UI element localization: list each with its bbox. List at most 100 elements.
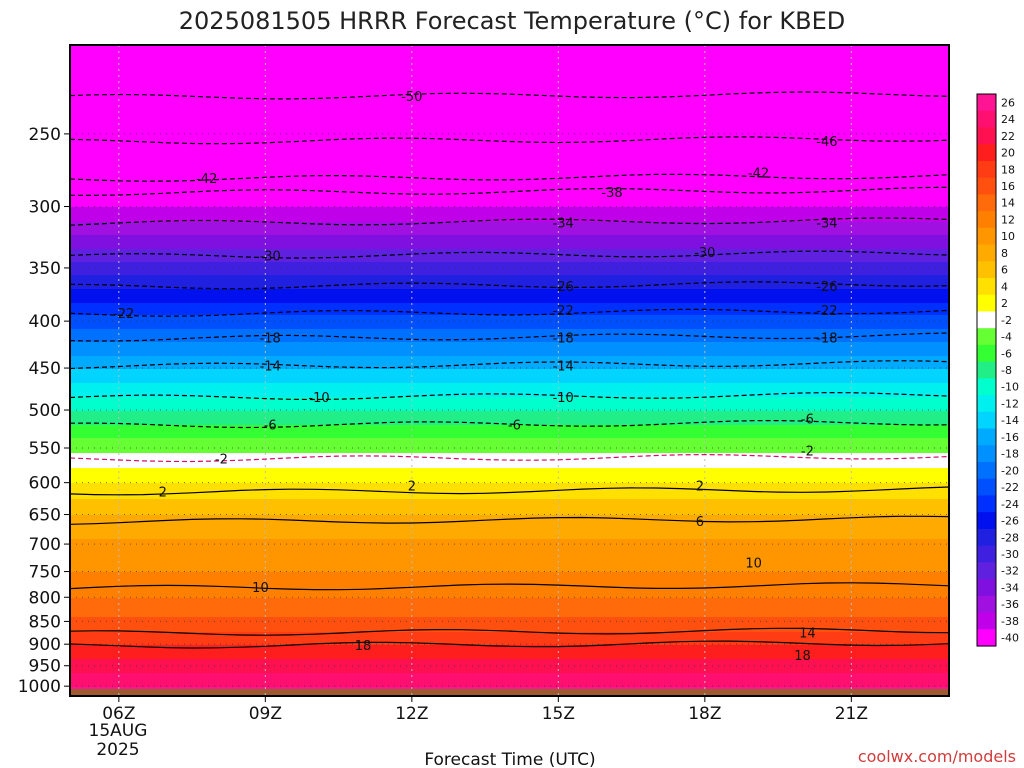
- terrain-strip: [70, 688, 949, 696]
- y-tick-label: 500: [29, 401, 61, 421]
- contour-label: -34: [816, 216, 837, 231]
- colorbar-label: -12: [1001, 397, 1019, 410]
- colorbar-label: -8: [1001, 364, 1012, 377]
- contour-label: -50: [401, 90, 422, 105]
- colorbar-swatch: [977, 211, 996, 229]
- y-tick-label: 900: [29, 635, 61, 655]
- contour-label: -2: [801, 445, 814, 460]
- colorbar-swatch: [977, 261, 996, 279]
- contour-line: [70, 91, 949, 100]
- colorbar-label: 18: [1001, 163, 1015, 176]
- temperature-band: [70, 659, 949, 674]
- temperature-band: [70, 222, 949, 236]
- colorbar-swatch: [977, 562, 996, 580]
- temperature-band: [70, 342, 949, 357]
- contour-label: -6: [508, 419, 521, 434]
- contour-label: -10: [308, 391, 329, 406]
- colorbar-swatch: [977, 361, 996, 379]
- contour-label: -10: [553, 391, 574, 406]
- colorbar-label: -28: [1001, 531, 1019, 544]
- colorbar-swatch: [977, 127, 996, 145]
- temperature-band: [70, 572, 949, 599]
- contour-label: 18: [355, 639, 372, 654]
- colorbar-swatch: [977, 194, 996, 212]
- x-axis-date-year: 2025: [96, 740, 139, 760]
- colorbar-label: -26: [1001, 515, 1019, 528]
- contour-label: -18: [816, 332, 837, 347]
- colorbar-label: 20: [1001, 147, 1015, 160]
- contour-line: [70, 250, 949, 259]
- y-tick-label: 700: [29, 535, 61, 555]
- colorbar-swatch: [977, 445, 996, 463]
- contour-line: [70, 360, 949, 370]
- y-tick-label: 300: [29, 198, 61, 218]
- colorbar-label: -16: [1001, 431, 1019, 444]
- contour-line: [70, 281, 949, 290]
- colorbar-swatch: [977, 395, 996, 413]
- colorbar-label: -38: [1001, 615, 1019, 628]
- colorbar-swatch: [977, 160, 996, 179]
- contour-label: -2: [215, 452, 228, 467]
- colorbar-swatch: [977, 344, 996, 363]
- colorbar-swatch: [977, 629, 996, 647]
- contour-label: -22: [816, 304, 837, 319]
- colorbar-swatch: [977, 512, 996, 530]
- colorbar-swatch: [977, 311, 996, 329]
- y-tick-label: 400: [29, 312, 61, 332]
- contour-label: 2: [159, 485, 167, 500]
- credit-link[interactable]: coolwx.com/models: [858, 747, 1016, 766]
- colorbar-swatch: [977, 428, 996, 446]
- y-tick-label: 550: [29, 439, 61, 459]
- y-tick-label: 800: [29, 588, 61, 608]
- contour-label: -42: [196, 172, 217, 187]
- contour-label: 18: [794, 649, 811, 664]
- x-tick-label: 09Z: [249, 704, 282, 724]
- colorbar-swatch: [977, 462, 996, 480]
- x-tick-label: 06Z: [102, 704, 135, 724]
- temperature-band: [70, 397, 949, 412]
- contour-label: -18: [553, 332, 574, 347]
- contour-line: [70, 419, 949, 429]
- x-tick-label: 21Z: [835, 704, 868, 724]
- colorbar-label: 6: [1001, 264, 1008, 277]
- temperature-band: [70, 262, 949, 276]
- contour-label: 10: [252, 581, 269, 596]
- contour-line: [70, 582, 949, 591]
- temperature-band: [70, 411, 949, 426]
- contour-label: -14: [553, 359, 574, 374]
- y-tick-label: 600: [29, 474, 61, 494]
- contour-label: -26: [816, 280, 837, 295]
- colorbar-swatch: [977, 545, 996, 563]
- colorbar-swatch: [977, 495, 996, 513]
- colorbar-swatch: [977, 595, 996, 614]
- contour-line: [70, 217, 949, 226]
- temperature-band: [70, 289, 949, 304]
- colorbar-label: -36: [1001, 598, 1019, 611]
- colorbar: 26 24 22 20 18 16 14 12 10 8 6 4 2 -2 -4 -6 -8 -10 -12 -14 -…: [976, 93, 1019, 647]
- colorbar-label: -32: [1001, 565, 1019, 578]
- contour-label: 2: [408, 480, 416, 495]
- contour-lines: -50-46-42 -42-38-34 -34-30 -30-26 -26-22 -22-…: [70, 90, 949, 664]
- temperature-band: [70, 499, 949, 516]
- y-tick-label: 350: [29, 259, 61, 279]
- colorbar-swatch: [977, 411, 996, 430]
- temperature-band: [70, 275, 949, 290]
- colorbar-swatch: [977, 294, 996, 313]
- contour-label: -6: [801, 412, 814, 427]
- y-tick-label: 950: [29, 657, 61, 677]
- colorbar-label: 24: [1001, 113, 1015, 126]
- colorbar-label: -40: [1001, 632, 1019, 645]
- time-axis: 06Z 09Z 12Z 15Z 18Z 21Z: [102, 696, 868, 724]
- colorbar-label: 26: [1001, 96, 1015, 109]
- colorbar-swatch: [977, 328, 996, 346]
- contour-label: -42: [748, 166, 769, 181]
- colorbar-swatch: [977, 478, 996, 497]
- contour-line: [70, 640, 949, 649]
- temperature-band: [70, 383, 949, 398]
- contour-line: [70, 486, 949, 496]
- colorbar-label: -34: [1001, 581, 1019, 594]
- contour-label: -6: [264, 419, 277, 434]
- contour-label: -34: [553, 216, 574, 231]
- temperature-band: [70, 207, 949, 223]
